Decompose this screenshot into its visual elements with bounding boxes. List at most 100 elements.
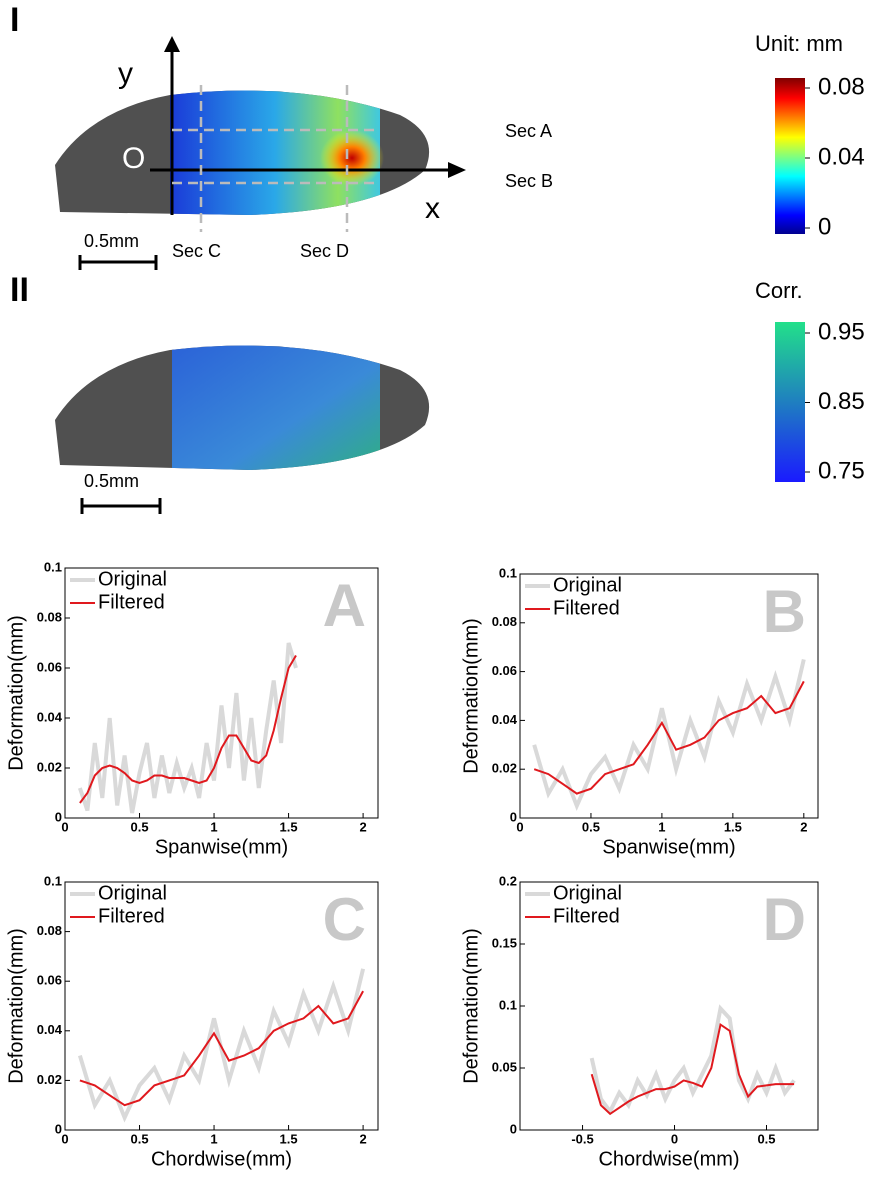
y-tick-label: 0 (510, 809, 517, 824)
section-label: Sec B (505, 171, 553, 191)
x-tick-label: 1 (210, 819, 217, 834)
panel-letter: A (323, 572, 366, 639)
plot-frame (519, 573, 819, 819)
colorbar-tick-label: 0.95 (818, 318, 865, 345)
x-tick-label: 0.5 (582, 819, 600, 834)
x-tick-label: 2 (359, 1131, 366, 1146)
x-tick-label: 0 (61, 1131, 68, 1146)
y-tick-label: 0.06 (492, 663, 517, 678)
x-axis-label: Spanwise(mm) (155, 836, 288, 858)
x-tick-label: -0.5 (571, 1131, 593, 1146)
y-axis-label: Deformation(mm) (460, 618, 482, 774)
x-tick-label: 0.5 (130, 819, 148, 834)
plot-frame (64, 567, 379, 819)
x-tick-label: 2 (800, 819, 807, 834)
y-tick-label: 0.2 (499, 873, 517, 888)
series-line (589, 1004, 796, 1116)
colorbar-tick-label: 0.08 (818, 73, 865, 100)
legend-label: Original (98, 882, 167, 904)
y-tick-label: 0.1 (44, 559, 62, 574)
x-tick-label: 1.5 (280, 1131, 298, 1146)
y-tick-label: 0.1 (44, 873, 62, 888)
y-tick-label: 0.05 (492, 1059, 517, 1074)
y-tick-label: 0.04 (37, 709, 63, 724)
wing-image (55, 345, 430, 470)
series-line (532, 658, 806, 811)
colorbar-tick-label: 0 (818, 213, 831, 240)
x-tick-label: 1 (210, 1131, 217, 1146)
colorbar (775, 322, 805, 482)
y-tick-label: 0.04 (492, 712, 518, 727)
section-label: Sec D (300, 241, 349, 261)
y-tick-label: 0.1 (499, 997, 517, 1012)
wing-image (55, 90, 430, 215)
panel-letter: C (323, 886, 366, 953)
series-line (79, 990, 364, 1107)
x-axis-label: Chordwise(mm) (598, 1148, 739, 1170)
x-tick-label: 2 (359, 819, 366, 834)
y-tick-label: 0.02 (37, 1072, 62, 1087)
y-tick-label: 0.02 (37, 759, 62, 774)
y-tick-label: 0 (55, 809, 62, 824)
axis-name: x (425, 192, 440, 225)
x-axis-label: Spanwise(mm) (602, 836, 735, 858)
panel-label: II (10, 271, 29, 309)
section-lines (172, 85, 380, 232)
colorbar-tick-label: 0.04 (818, 143, 865, 170)
plot-frame (64, 881, 379, 1131)
panel-letter: D (763, 886, 806, 953)
x-tick-label: 1.5 (724, 819, 742, 834)
x-tick-label: 0 (516, 819, 523, 834)
scale-label: 0.5mm (84, 471, 139, 491)
y-tick-label: 0.1 (499, 565, 517, 580)
y-tick-label: 0.08 (37, 609, 62, 624)
x-tick-label: 0.5 (757, 1131, 775, 1146)
legend-label: Filtered (553, 905, 620, 927)
y-tick-label: 0.15 (492, 935, 517, 950)
scale-bar (80, 498, 162, 514)
series-line (77, 968, 366, 1123)
legend-label: Original (553, 574, 622, 596)
legend-label: Filtered (553, 597, 620, 619)
colorbar-tick-label: 0.75 (818, 457, 865, 484)
scale-label: 0.5mm (84, 231, 139, 251)
series-line (590, 1022, 795, 1116)
origin-label: O (122, 142, 145, 175)
y-axis-label: Deformation(mm) (5, 615, 27, 771)
x-tick-label: 0 (61, 819, 68, 834)
series-line (533, 680, 805, 795)
x-tick-label: 1 (658, 819, 665, 834)
series-line (79, 654, 297, 804)
arrow-head (448, 162, 466, 178)
y-tick-label: 0.06 (37, 973, 62, 988)
y-tick-label: 0.08 (492, 614, 517, 629)
colorbar-title: Corr. (755, 278, 803, 303)
series-line (78, 642, 298, 814)
y-tick-label: 0.02 (492, 761, 517, 776)
legend-label: Filtered (98, 591, 165, 613)
panel-letter: B (763, 578, 806, 645)
y-tick-label: 0.04 (37, 1022, 63, 1037)
axis-name: y (118, 57, 133, 90)
y-axis-label: Deformation(mm) (5, 928, 27, 1084)
y-tick-label: 0.08 (37, 923, 62, 938)
y-axis-label: Deformation(mm) (460, 928, 482, 1084)
legend-label: Filtered (98, 905, 165, 927)
section-label: Sec C (172, 241, 221, 261)
colorbar (775, 78, 805, 234)
y-tick-label: 0.06 (37, 659, 62, 674)
scale-bar (78, 255, 158, 270)
colorbar-tick-label: 0.85 (818, 388, 865, 415)
x-axis-label: Chordwise(mm) (151, 1148, 292, 1170)
colorbar-title: Unit: mm (755, 31, 843, 56)
section-label: Sec A (505, 121, 552, 141)
x-tick-label: 0 (671, 1131, 678, 1146)
x-tick-label: 0.5 (130, 1131, 148, 1146)
y-tick-label: 0 (55, 1121, 62, 1136)
panel-label: I (10, 1, 19, 39)
arrow-head (164, 36, 180, 52)
x-tick-label: 1.5 (280, 819, 298, 834)
legend-label: Original (553, 882, 622, 904)
legend-label: Original (98, 568, 167, 590)
